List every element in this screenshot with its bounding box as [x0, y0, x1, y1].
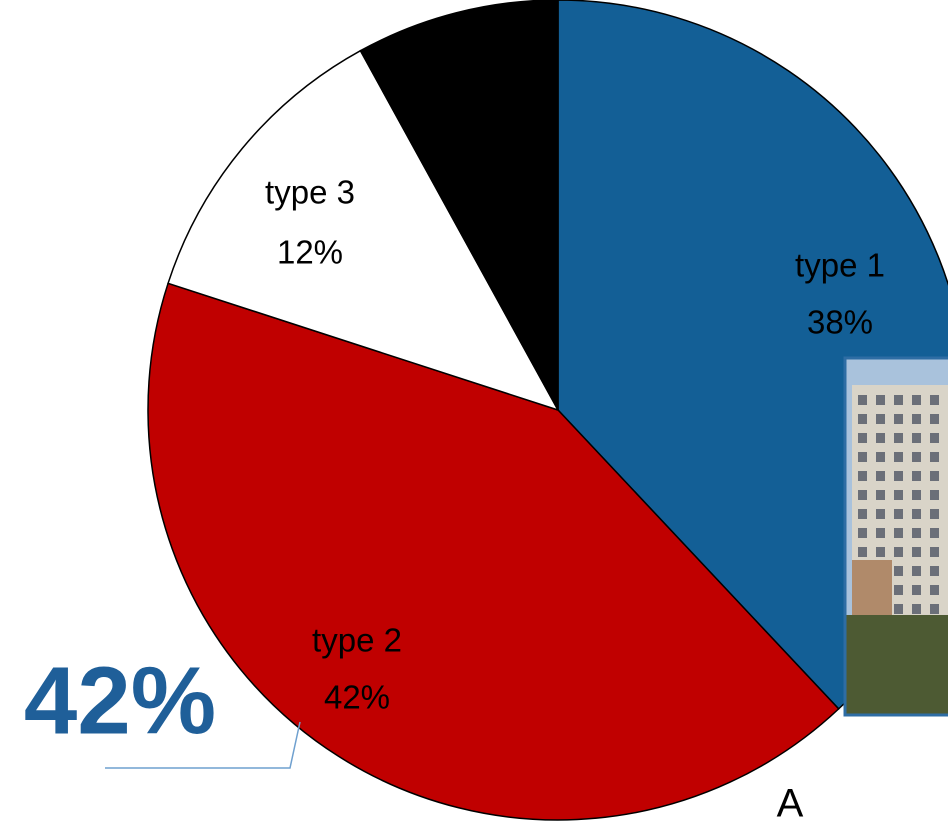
photo-window	[912, 585, 921, 595]
photo-window	[876, 433, 885, 443]
photo-window	[912, 452, 921, 462]
photo-window	[930, 509, 939, 519]
photo-window	[858, 471, 867, 481]
photo-window	[894, 452, 903, 462]
photo-window	[930, 528, 939, 538]
slice-value-label: 38%	[807, 304, 873, 341]
photo-border	[843, 356, 948, 717]
photo-window	[876, 414, 885, 424]
photo-window	[876, 528, 885, 538]
photo-window	[894, 585, 903, 595]
photo-window	[894, 471, 903, 481]
photo	[843, 356, 948, 717]
photo-window	[894, 395, 903, 405]
slice-category: type 1	[795, 247, 885, 284]
photo-window	[876, 471, 885, 481]
photo-window	[930, 471, 939, 481]
photo-window	[912, 490, 921, 500]
pie-slice	[359, 0, 559, 411]
photo-window	[930, 547, 939, 557]
photo-window	[894, 528, 903, 538]
photo-window	[912, 528, 921, 538]
photo-window	[912, 604, 921, 614]
photo-window	[912, 433, 921, 443]
photo-window	[930, 395, 939, 405]
photo-window	[894, 509, 903, 519]
photo-window	[930, 414, 939, 424]
slice-category: type 3	[265, 174, 355, 211]
photo-window	[930, 433, 939, 443]
photo-window	[894, 433, 903, 443]
photo-window	[876, 452, 885, 462]
photo-window	[894, 566, 903, 576]
photo-window	[858, 452, 867, 462]
photo-window	[876, 509, 885, 519]
photo-window	[858, 490, 867, 500]
slice-value-label: 42%	[324, 679, 390, 716]
photo-trees	[845, 615, 948, 715]
big-annotation: 42%	[24, 647, 216, 754]
slice-value-label: 12%	[277, 234, 343, 271]
photo-window	[858, 547, 867, 557]
photo-window	[912, 471, 921, 481]
pie-slice	[167, 49, 560, 412]
photo-window	[930, 566, 939, 576]
photo-window	[912, 414, 921, 424]
photo-window	[912, 509, 921, 519]
photo-window	[858, 509, 867, 519]
photo-window	[912, 547, 921, 557]
pie-slice	[147, 282, 840, 821]
photo-window	[858, 528, 867, 538]
photo-window	[930, 490, 939, 500]
cut-text: A	[777, 782, 804, 822]
pie	[147, 0, 948, 821]
photo-window	[876, 395, 885, 405]
callout-line	[105, 721, 301, 769]
slice-category: type 2	[312, 622, 402, 659]
photo-window	[876, 490, 885, 500]
photo-window	[894, 414, 903, 424]
photo-window	[858, 414, 867, 424]
photo-window	[930, 585, 939, 595]
photo-window	[894, 547, 903, 557]
photo-window	[912, 395, 921, 405]
photo-window	[894, 604, 903, 614]
photo-window	[858, 433, 867, 443]
photo-window	[858, 395, 867, 405]
photo-window	[930, 452, 939, 462]
photo-window	[930, 604, 939, 614]
photo-window	[876, 547, 885, 557]
photo-window	[912, 566, 921, 576]
photo-window	[894, 490, 903, 500]
